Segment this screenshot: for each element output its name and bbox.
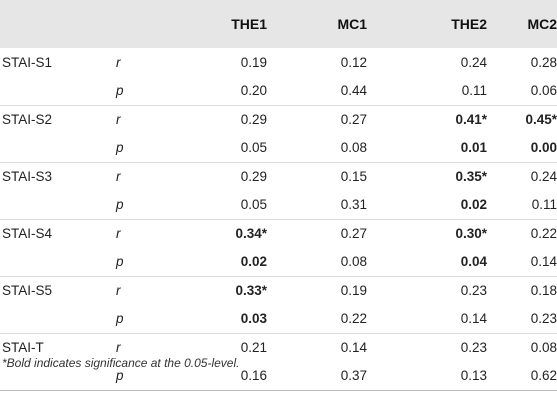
table-cell: 0.22 xyxy=(487,218,557,248)
row-measure: STAI-S5 xyxy=(0,275,108,305)
table-cell: 0.15 xyxy=(267,161,367,191)
table-cell: 0.35* xyxy=(367,161,487,191)
correlation-table: THE1 MC1 THE2 MC2 STAI-S1 r 0.19 0.12 0.24 0.… xyxy=(0,0,557,391)
table-cell: 0.05 xyxy=(240,140,267,155)
row-measure xyxy=(0,134,108,163)
table-body: STAI-S1 r 0.19 0.12 0.24 0.28 p 0.20 0.44 0.11 0.0… xyxy=(0,48,557,391)
table-cell: 0.16 xyxy=(170,361,267,391)
row-stat: r xyxy=(108,218,170,248)
table-row: p 0.03 0.22 0.14 0.23 xyxy=(0,305,557,334)
row-measure xyxy=(0,248,108,277)
table-row: p 0.05 0.08 0.01 0.00 xyxy=(0,134,557,163)
table-row: p 0.05 0.31 0.02 0.11 xyxy=(0,191,557,220)
header-mc2: MC2 xyxy=(487,0,557,48)
row-stat: p xyxy=(116,311,124,326)
table-cell: 0.05 xyxy=(240,197,267,212)
row-stat: r xyxy=(108,332,170,362)
table-cell: 0.62 xyxy=(487,361,557,391)
table-cell: 0.34* xyxy=(170,218,267,248)
table-cell: 0.06 xyxy=(530,83,557,98)
table-cell: 0.23 xyxy=(367,332,487,362)
table-cell: 0.19 xyxy=(267,275,367,305)
table-cell: 0.44 xyxy=(340,83,367,98)
table-cell: 0.04 xyxy=(460,254,487,269)
row-measure: STAI-S4 xyxy=(0,218,108,248)
table-cell: 0.29 xyxy=(170,161,267,191)
row-measure xyxy=(0,77,108,106)
table-cell: 0.11 xyxy=(461,83,487,98)
table-row: p 0.16 0.37 0.13 0.62 xyxy=(0,361,557,391)
table-row: STAI-S4 r 0.34* 0.27 0.30* 0.22 xyxy=(0,218,557,248)
table-cell: 0.02 xyxy=(240,254,267,269)
row-measure xyxy=(0,305,108,334)
table-row: STAI-S2 r 0.29 0.27 0.41* 0.45* xyxy=(0,104,557,134)
row-stat: r xyxy=(108,104,170,134)
table-cell: 0.08 xyxy=(340,254,367,269)
footnote: *Bold indicates significance at the 0.05… xyxy=(2,356,240,370)
table-cell: 0.37 xyxy=(267,361,367,391)
table-header-row: THE1 MC1 THE2 MC2 xyxy=(0,0,557,48)
table-cell: 0.03 xyxy=(240,311,267,326)
table-cell: 0.23 xyxy=(367,275,487,305)
table-cell: 0.24 xyxy=(460,54,487,70)
row-measure xyxy=(0,191,108,220)
row-stat: r xyxy=(108,275,170,305)
table-row: STAI-T r 0.21 0.14 0.23 0.08 xyxy=(0,332,557,362)
header-stat xyxy=(108,0,170,48)
table-cell: 0.14 xyxy=(267,332,367,362)
row-stat: p xyxy=(116,254,124,269)
table-cell: 0.20 xyxy=(240,83,267,98)
row-stat: p xyxy=(116,197,124,212)
table-cell: 0.27 xyxy=(267,218,367,248)
table-cell: 0.02 xyxy=(460,197,487,212)
header-the1: THE1 xyxy=(170,0,267,48)
table-cell: 0.24 xyxy=(487,161,557,191)
table-cell: 0.08 xyxy=(487,332,557,362)
row-stat: r xyxy=(116,54,121,70)
table-cell: 0.08 xyxy=(340,140,367,155)
table-cell: 0.31 xyxy=(340,197,367,212)
table-cell: 0.11 xyxy=(531,197,557,212)
row-stat: p xyxy=(108,361,170,391)
header-measure xyxy=(0,0,108,48)
row-measure: STAI-S2 xyxy=(0,104,108,134)
row-stat: p xyxy=(116,83,124,98)
table-cell: 0.23 xyxy=(530,311,557,326)
row-stat: r xyxy=(108,161,170,191)
table-cell: 0.28 xyxy=(530,54,557,70)
table-cell: 0.18 xyxy=(487,275,557,305)
table-cell: 0.33* xyxy=(170,275,267,305)
table-cell: 0.29 xyxy=(170,104,267,134)
row-stat: p xyxy=(116,140,124,155)
table-row: p 0.02 0.08 0.04 0.14 xyxy=(0,248,557,277)
table-row: STAI-S5 r 0.33* 0.19 0.23 0.18 xyxy=(0,275,557,305)
table-cell: 0.01 xyxy=(460,140,487,155)
table-row: STAI-S1 r 0.19 0.12 0.24 0.28 xyxy=(0,48,557,77)
header-mc1: MC1 xyxy=(267,0,367,48)
table-cell: 0.30* xyxy=(367,218,487,248)
table-row: STAI-S3 r 0.29 0.15 0.35* 0.24 xyxy=(0,161,557,191)
table-cell: 0.12 xyxy=(340,54,367,70)
table-cell: 0.19 xyxy=(240,54,267,70)
row-measure: STAI-S1 xyxy=(2,54,53,70)
row-measure xyxy=(0,361,108,391)
table-cell: 0.21 xyxy=(170,332,267,362)
row-measure: STAI-S3 xyxy=(0,161,108,191)
table-cell: 0.14 xyxy=(460,311,487,326)
table-cell: 0.22 xyxy=(340,311,367,326)
table-cell: 0.27 xyxy=(267,104,367,134)
row-measure: STAI-T xyxy=(0,332,108,362)
table-cell: 0.13 xyxy=(367,361,487,391)
table-cell: 0.14 xyxy=(530,254,557,269)
table-cell: 0.00 xyxy=(530,140,557,155)
table-cell: 0.45* xyxy=(487,104,557,134)
table-cell: 0.41* xyxy=(367,104,487,134)
header-the2: THE2 xyxy=(367,0,487,48)
table-row: p 0.20 0.44 0.11 0.06 xyxy=(0,77,557,106)
